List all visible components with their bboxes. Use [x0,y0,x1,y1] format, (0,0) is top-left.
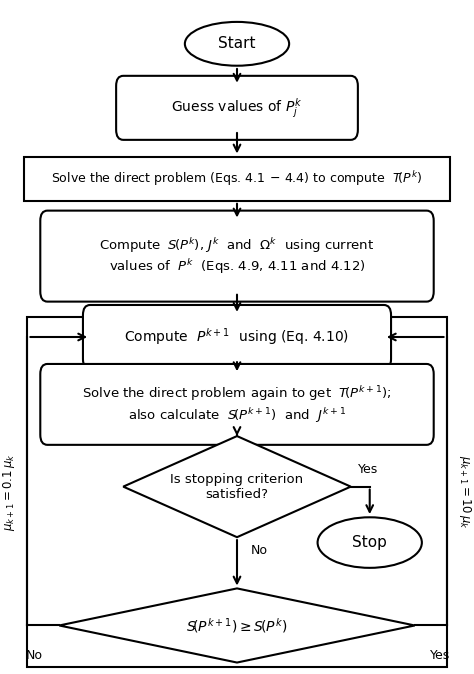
Text: No: No [251,544,268,557]
Text: Yes: Yes [358,463,378,477]
Text: $\mu_{k+1} = 0.1\,\mu_k$: $\mu_{k+1} = 0.1\,\mu_k$ [0,453,17,531]
Text: $S\!\left(P^{k+1}\right)\geq S\!\left(P^k\right)$: $S\!\left(P^{k+1}\right)\geq S\!\left(P^… [186,616,288,635]
Text: No: No [26,649,43,663]
FancyBboxPatch shape [40,210,434,302]
Ellipse shape [185,22,289,65]
FancyBboxPatch shape [116,76,358,140]
Bar [27,317,447,667]
Text: Guess values of $P_j^k$: Guess values of $P_j^k$ [171,96,303,120]
Text: Yes: Yes [430,649,450,663]
Polygon shape [59,588,415,663]
FancyBboxPatch shape [40,364,434,445]
Text: $\mu_{k+1} = 10\,\mu_k$: $\mu_{k+1} = 10\,\mu_k$ [457,455,474,529]
Text: Solve the direct problem (Eqs. 4.1$\,-\,$4.4) to compute  $T\!\left(P^k\right)$: Solve the direct problem (Eqs. 4.1$\,-\,… [51,169,423,188]
Text: Is stopping criterion
satisfied?: Is stopping criterion satisfied? [171,472,303,501]
Polygon shape [123,436,351,537]
Bar [24,156,450,201]
Text: Solve the direct problem again to get  $T\!\left(P^{k+1}\right)$;
also calculate: Solve the direct problem again to get $T… [82,384,392,425]
FancyBboxPatch shape [83,305,391,369]
Text: Compute  $S\!\left(P^k\right)$, $J^k$  and  $\Omega^k$  using current
values of : Compute $S\!\left(P^k\right)$, $J^k$ and… [100,236,374,276]
Ellipse shape [318,518,422,568]
Text: Stop: Stop [352,535,387,550]
Text: Compute  $P^{k+1}$  using (Eq. 4.10): Compute $P^{k+1}$ using (Eq. 4.10) [125,326,349,348]
Text: Start: Start [218,36,256,51]
